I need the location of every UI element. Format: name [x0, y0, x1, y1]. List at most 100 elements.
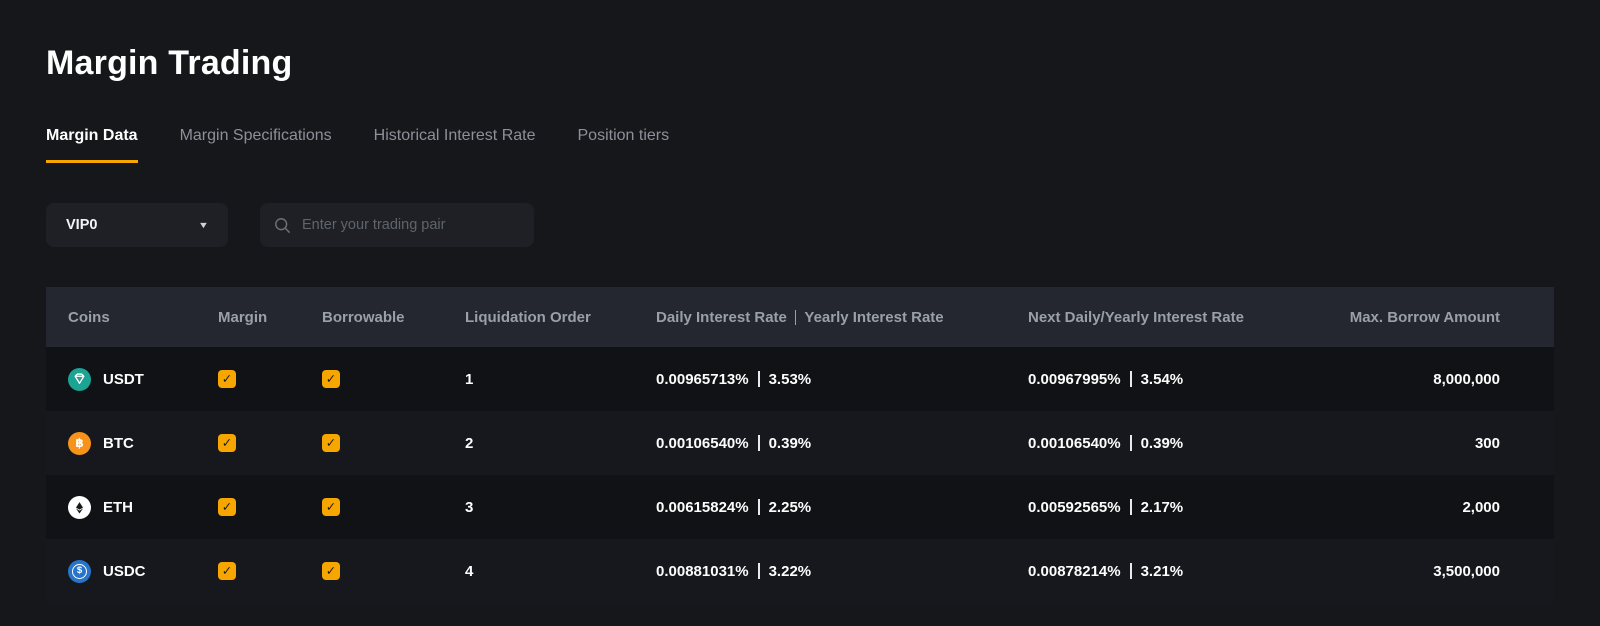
coin-name: ETH	[103, 498, 133, 516]
eth-icon	[68, 495, 91, 519]
check-icon: ✓	[325, 499, 337, 514]
trading-pair-search[interactable]	[260, 203, 534, 247]
check-icon: ✓	[221, 435, 233, 450]
borrowable-checkbox[interactable]: ✓	[322, 498, 340, 516]
rate-divider	[757, 499, 760, 515]
table-row: ETH ✓ ✓ 3 0.00615824% 2.25% 0.00592565% …	[46, 475, 1554, 539]
max-borrow-value: 2,000	[1462, 498, 1500, 516]
col-header-margin: Margin	[218, 308, 268, 326]
margin-data-table: Coins Margin Borrowable Liquidation Orde…	[46, 287, 1554, 603]
col-header-max-borrow: Max. Borrow Amount	[1349, 308, 1500, 326]
coin-cell: ETH	[68, 495, 218, 519]
table-row: ฿ BTC ✓ ✓ 2 0.00106540% 0.39% 0.00106540…	[46, 411, 1554, 475]
max-borrow-value: 8,000,000	[1433, 370, 1500, 388]
tab-position-tiers[interactable]: Position tiers	[577, 127, 670, 144]
rate-divider	[757, 371, 760, 387]
check-icon: ✓	[221, 371, 233, 386]
daily-yearly-rate-cell: 0.00615824% 2.25%	[656, 499, 1028, 516]
rate-divider	[1129, 371, 1132, 387]
next-yearly-rate-value: 3.21%	[1140, 562, 1184, 580]
daily-rate-value: 0.00965713%	[656, 370, 749, 388]
col-header-daily-rate: Daily Interest Rate	[656, 308, 787, 326]
next-yearly-rate-value: 2.17%	[1140, 498, 1184, 516]
next-rate-cell: 0.00878214% 3.21%	[1028, 563, 1346, 580]
margin-cell: ✓	[218, 498, 322, 516]
filter-bar: VIP0 ▼	[46, 203, 1554, 247]
daily-rate-value: 0.00106540%	[656, 434, 749, 452]
borrowable-cell: ✓	[322, 434, 465, 452]
liquidation-order-value: 4	[465, 562, 474, 580]
daily-rate-value: 0.00881031%	[656, 562, 749, 580]
header-divider	[794, 309, 797, 325]
rate-divider	[1129, 499, 1132, 515]
yearly-rate-value: 0.39%	[768, 434, 812, 452]
chevron-down-icon: ▼	[197, 220, 210, 230]
coin-name: BTC	[103, 434, 134, 452]
check-icon: ✓	[325, 371, 337, 386]
coin-cell: USDT	[68, 367, 218, 391]
next-daily-rate-value: 0.00592565%	[1028, 498, 1121, 516]
next-yearly-rate-value: 3.54%	[1140, 370, 1184, 388]
next-rate-cell: 0.00967995% 3.54%	[1028, 371, 1346, 388]
col-header-next-rate: Next Daily/Yearly Interest Rate	[1028, 308, 1244, 326]
rate-divider	[757, 435, 760, 451]
vip-level-select[interactable]: VIP0 ▼	[46, 203, 228, 247]
daily-rate-value: 0.00615824%	[656, 498, 749, 516]
liquidation-order-value: 1	[465, 370, 474, 388]
usdc-glyph: $	[76, 565, 83, 577]
rate-divider	[1129, 563, 1132, 579]
margin-trading-page: Margin Trading Margin Data Margin Specif…	[46, 44, 1554, 603]
vip-level-value: VIP0	[66, 217, 98, 233]
rate-divider	[757, 563, 760, 579]
usdt-icon	[68, 367, 91, 391]
tab-bar: Margin Data Margin Specifications Histor…	[46, 127, 1554, 163]
tab-historical-interest-rate[interactable]: Historical Interest Rate	[373, 127, 536, 144]
col-header-coins: Coins	[68, 308, 110, 326]
col-header-daily-yearly-rate: Daily Interest Rate Yearly Interest Rate	[656, 309, 1028, 326]
next-rate-cell: 0.00106540% 0.39%	[1028, 435, 1346, 452]
btc-glyph: ฿	[75, 436, 84, 450]
daily-yearly-rate-cell: 0.00881031% 3.22%	[656, 563, 1028, 580]
margin-checkbox[interactable]: ✓	[218, 434, 236, 452]
usdc-ring: $	[72, 563, 87, 579]
next-daily-rate-value: 0.00106540%	[1028, 434, 1121, 452]
margin-checkbox[interactable]: ✓	[218, 498, 236, 516]
check-icon: ✓	[221, 499, 233, 514]
tab-margin-specifications[interactable]: Margin Specifications	[179, 127, 332, 144]
check-icon: ✓	[325, 563, 337, 578]
max-borrow-value: 300	[1474, 434, 1500, 452]
next-daily-rate-value: 0.00967995%	[1028, 370, 1121, 388]
page-title: Margin Trading	[46, 44, 293, 82]
check-icon: ✓	[221, 563, 233, 578]
table-row: USDT ✓ ✓ 1 0.00965713% 3.53% 0.00967995%…	[46, 347, 1554, 411]
yearly-rate-value: 3.22%	[768, 562, 812, 580]
col-header-yearly-rate: Yearly Interest Rate	[804, 308, 944, 326]
yearly-rate-value: 2.25%	[768, 498, 812, 516]
coin-cell: $ USDC	[68, 559, 218, 583]
borrowable-cell: ✓	[322, 562, 465, 580]
tab-margin-data[interactable]: Margin Data	[46, 127, 138, 163]
liquidation-order-value: 2	[465, 434, 474, 452]
borrowable-cell: ✓	[322, 370, 465, 388]
coin-name: USDC	[103, 562, 146, 580]
yearly-rate-value: 3.53%	[768, 370, 812, 388]
coin-cell: ฿ BTC	[68, 431, 218, 455]
rate-divider	[1129, 435, 1132, 451]
table-header-row: Coins Margin Borrowable Liquidation Orde…	[46, 287, 1554, 347]
btc-icon: ฿	[68, 431, 91, 455]
next-yearly-rate-value: 0.39%	[1140, 434, 1184, 452]
max-borrow-value: 3,500,000	[1433, 562, 1500, 580]
next-daily-rate-value: 0.00878214%	[1028, 562, 1121, 580]
col-header-liquidation-order: Liquidation Order	[465, 308, 591, 326]
margin-checkbox[interactable]: ✓	[218, 370, 236, 388]
borrowable-checkbox[interactable]: ✓	[322, 434, 340, 452]
margin-cell: ✓	[218, 562, 322, 580]
borrowable-checkbox[interactable]: ✓	[322, 562, 340, 580]
margin-cell: ✓	[218, 434, 322, 452]
coin-name: USDT	[103, 370, 144, 388]
borrowable-checkbox[interactable]: ✓	[322, 370, 340, 388]
usdc-icon: $	[68, 559, 91, 583]
margin-checkbox[interactable]: ✓	[218, 562, 236, 580]
search-input[interactable]	[300, 216, 520, 234]
table-row: $ USDC ✓ ✓ 4 0.00881031% 3.22% 0.0087821…	[46, 539, 1554, 603]
